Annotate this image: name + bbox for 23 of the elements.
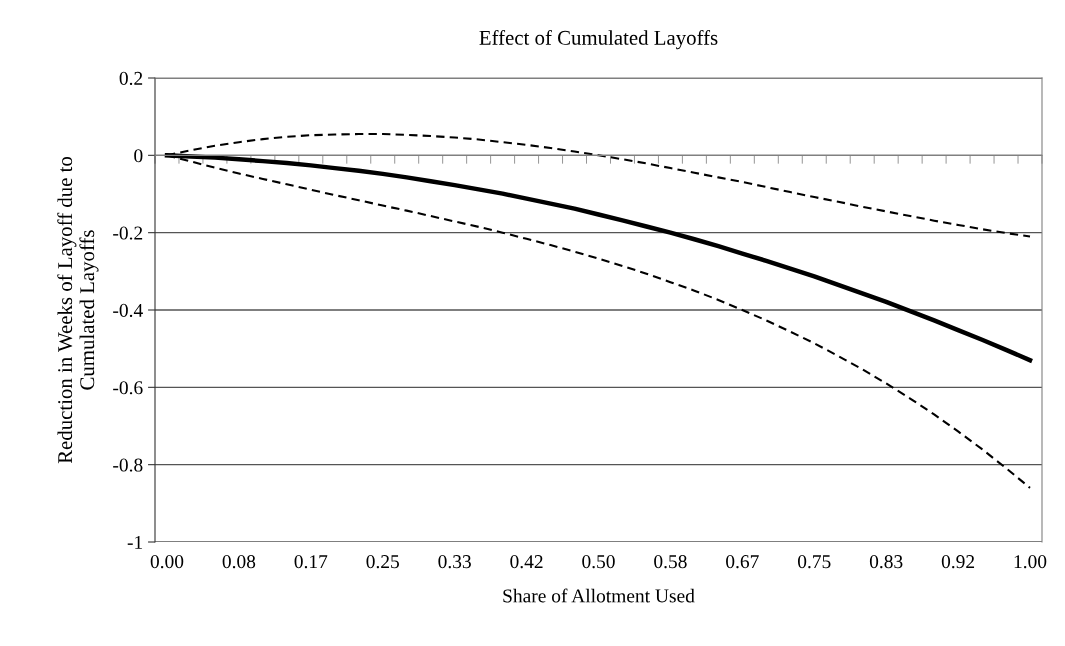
x-axis-title: Share of Allotment Used — [503, 588, 695, 603]
y-tick-label: 0 — [134, 149, 143, 163]
y-tick-label: -0.2 — [113, 226, 143, 240]
x-tick-label: 1.00 — [1014, 555, 1047, 569]
x-tick-label: 0.00 — [150, 555, 184, 569]
chart-title: Effect of Cumulated Layoffs — [479, 30, 718, 50]
x-tick-label: 0.42 — [510, 555, 543, 569]
x-tick-label: 0.25 — [366, 555, 399, 569]
x-tick-label: 0.50 — [582, 555, 615, 569]
y-axis-title: Reduction in Weeks of Layoff due to Cumulated Layoffs — [57, 156, 99, 464]
x-tick-label: 0.58 — [654, 555, 687, 569]
x-tick-label: 0.92 — [941, 555, 975, 569]
x-tick-label: 0.17 — [294, 555, 328, 569]
y-tick-label: -0.8 — [113, 458, 143, 472]
y-tick-label: -0.6 — [113, 381, 143, 395]
x-tick-label: 0.83 — [869, 555, 903, 569]
x-tick-label: 0.67 — [726, 555, 759, 569]
x-tick-label: 0.75 — [797, 555, 831, 569]
x-tick-label: 0.33 — [438, 555, 471, 569]
y-tick-label: -1 — [127, 535, 143, 549]
y-tick-label: -0.4 — [113, 303, 143, 318]
x-tick-label: 0.08 — [222, 555, 256, 569]
y-tick-label: 0.2 — [119, 71, 143, 86]
